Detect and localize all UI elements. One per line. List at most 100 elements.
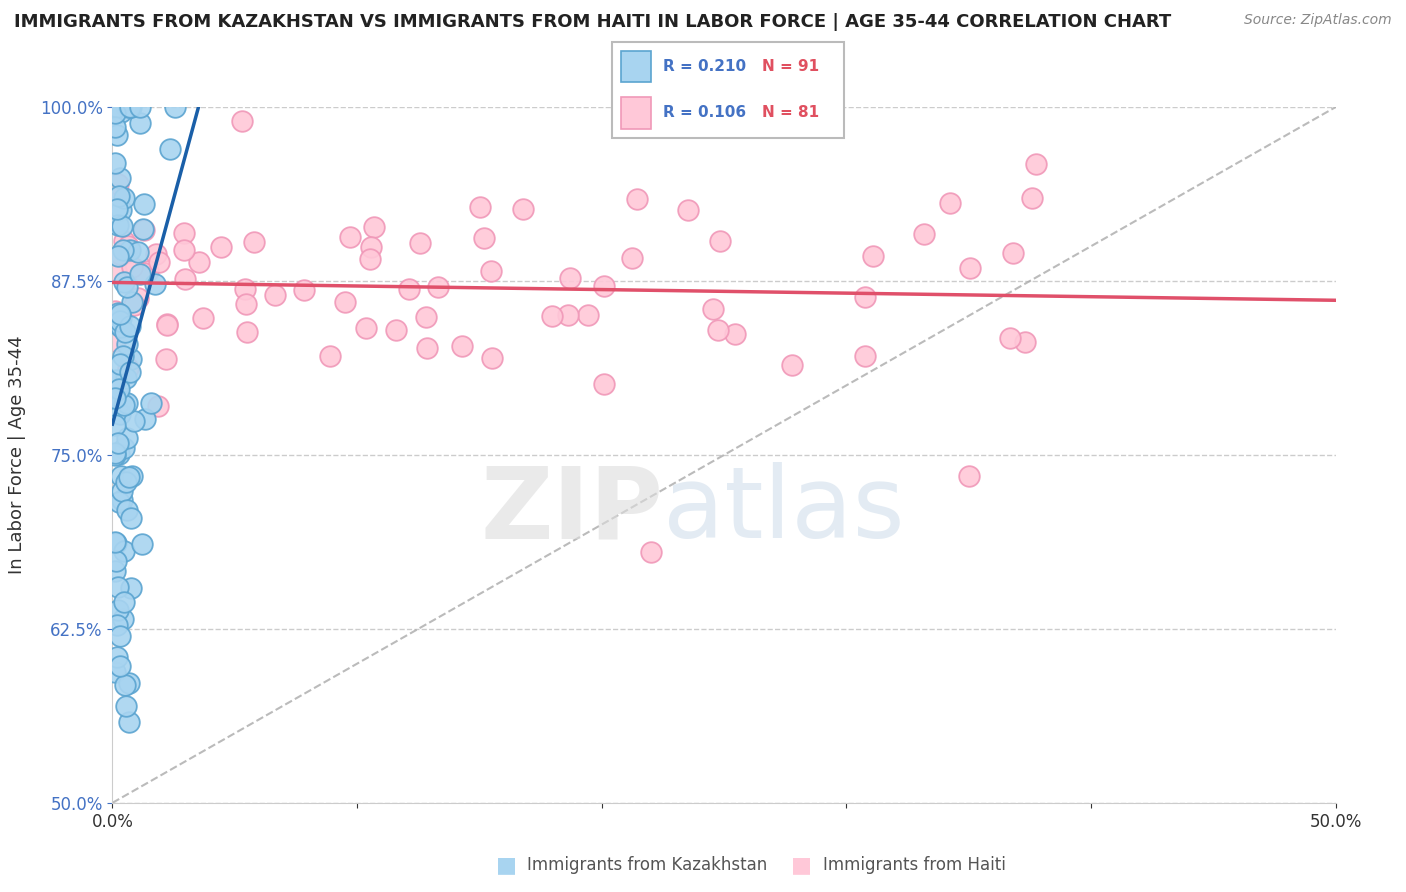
Point xyxy=(115,475,138,490)
Point xyxy=(416,341,439,355)
Point xyxy=(174,272,197,286)
Point xyxy=(354,321,377,335)
Point xyxy=(122,297,145,311)
Point xyxy=(114,325,136,339)
Point xyxy=(360,240,382,254)
Point xyxy=(120,365,142,379)
Point xyxy=(115,336,138,351)
Point xyxy=(105,617,128,632)
Text: ■: ■ xyxy=(792,855,811,875)
Point xyxy=(118,100,141,114)
Point xyxy=(139,396,162,410)
Point xyxy=(117,239,139,253)
Point xyxy=(243,235,266,249)
Point xyxy=(110,311,132,326)
Point xyxy=(104,373,127,387)
Point xyxy=(115,396,138,410)
Point xyxy=(292,284,315,298)
Point xyxy=(108,494,131,508)
Point xyxy=(129,116,152,130)
Point xyxy=(1021,191,1043,205)
Point xyxy=(264,287,287,301)
Point xyxy=(112,441,135,455)
Point xyxy=(111,243,134,257)
Point xyxy=(115,371,138,385)
Bar xyxy=(621,97,651,128)
Point xyxy=(318,350,340,364)
Point xyxy=(108,629,131,643)
Point xyxy=(117,361,139,376)
Point xyxy=(131,536,153,550)
Point xyxy=(143,277,166,292)
Text: ZIP: ZIP xyxy=(479,462,664,559)
Point xyxy=(188,255,211,269)
Point xyxy=(118,245,141,260)
Point xyxy=(112,544,135,558)
Point xyxy=(707,323,730,337)
Point xyxy=(451,338,474,352)
Point xyxy=(115,503,138,517)
Point xyxy=(105,554,128,568)
Point xyxy=(105,535,128,549)
Text: atlas: atlas xyxy=(664,462,904,559)
Point xyxy=(541,309,564,323)
Point xyxy=(702,301,724,316)
Point xyxy=(120,582,142,596)
Point xyxy=(134,197,156,211)
Point xyxy=(209,239,232,253)
Point xyxy=(117,431,139,445)
Point xyxy=(723,326,745,341)
Point xyxy=(128,100,150,114)
Point xyxy=(640,545,662,559)
Point xyxy=(104,106,127,120)
Point xyxy=(148,255,170,269)
Point xyxy=(578,308,600,322)
Point xyxy=(105,187,128,202)
Text: IMMIGRANTS FROM KAZAKHSTAN VS IMMIGRANTS FROM HAITI IN LABOR FORCE | AGE 35-44 C: IMMIGRANTS FROM KAZAKHSTAN VS IMMIGRANTS… xyxy=(14,13,1171,31)
Point xyxy=(104,446,127,460)
Point xyxy=(912,227,935,241)
Text: N = 81: N = 81 xyxy=(762,105,820,120)
Point xyxy=(107,581,129,595)
Text: Source: ZipAtlas.com: Source: ZipAtlas.com xyxy=(1244,13,1392,28)
Point xyxy=(191,310,214,325)
Point xyxy=(512,202,534,217)
Point xyxy=(112,191,135,205)
Point xyxy=(173,226,195,240)
Point xyxy=(104,391,127,405)
Point xyxy=(112,234,135,248)
Point xyxy=(122,414,145,428)
Point xyxy=(104,564,127,578)
Point xyxy=(110,320,132,334)
Point xyxy=(470,200,492,214)
Point xyxy=(108,382,131,396)
Y-axis label: In Labor Force | Age 35-44: In Labor Force | Age 35-44 xyxy=(8,335,25,574)
Point xyxy=(156,318,179,333)
Point xyxy=(134,266,156,280)
Point xyxy=(128,268,150,282)
Point xyxy=(105,100,128,114)
Point xyxy=(112,275,135,289)
Point xyxy=(676,203,699,218)
Point xyxy=(107,447,129,461)
Point xyxy=(104,316,127,330)
Point xyxy=(146,399,169,413)
Point xyxy=(112,398,135,412)
Point xyxy=(110,394,132,409)
Point xyxy=(1014,334,1036,349)
Point xyxy=(1025,157,1047,171)
Point xyxy=(108,307,131,321)
Text: N = 91: N = 91 xyxy=(762,59,820,74)
Point xyxy=(408,236,430,251)
Point xyxy=(121,260,143,274)
Point xyxy=(236,326,259,340)
Text: R = 0.210: R = 0.210 xyxy=(662,59,745,74)
Point xyxy=(558,271,581,285)
Point xyxy=(107,189,129,203)
Point xyxy=(398,282,420,296)
Point xyxy=(959,260,981,275)
Point xyxy=(114,678,136,692)
Point xyxy=(136,264,159,278)
Point xyxy=(159,142,181,156)
Point xyxy=(145,246,167,260)
